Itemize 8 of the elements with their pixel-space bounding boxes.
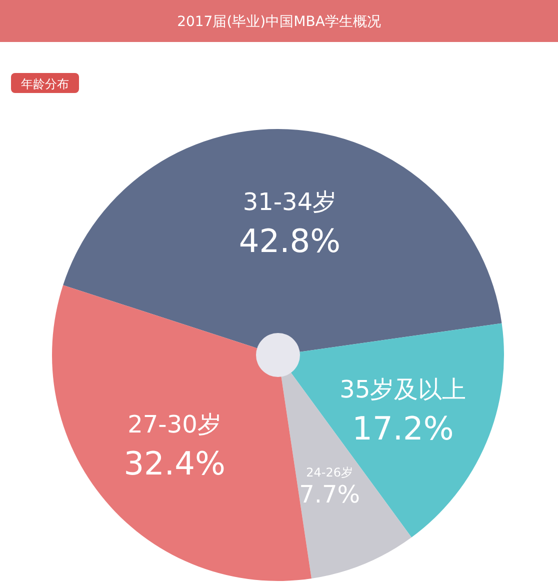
data-label: 17.2% — [352, 410, 454, 448]
chart-title: 2017届(毕业)中国MBA学生概况 — [177, 14, 381, 30]
data-label: 42.8% — [238, 222, 341, 260]
slice-label: 27-30岁 — [128, 410, 222, 439]
slice-label: 35岁及以上 — [340, 376, 466, 404]
chart-subtitle: 年龄分布 — [21, 77, 69, 91]
slice-label: 31-34岁 — [242, 188, 337, 216]
data-label: 32.4% — [124, 444, 226, 483]
